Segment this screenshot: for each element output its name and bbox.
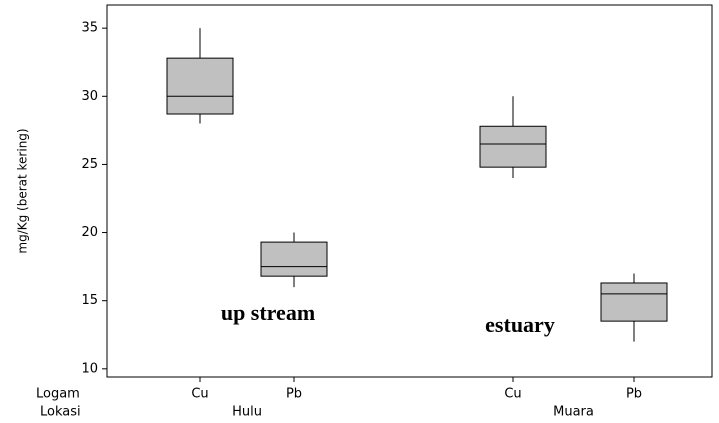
y-axis-label: mg/Kg (berat kering) [16, 128, 30, 253]
row-label: Lokasi [40, 405, 81, 420]
box [479, 125, 547, 168]
plot-frame [106, 4, 713, 378]
y-tick-label: 35 [81, 21, 98, 36]
x-tick-label: Cu [504, 387, 521, 402]
y-tick-label: 30 [81, 89, 98, 104]
box [260, 241, 328, 277]
x-tick-label: Pb [286, 387, 302, 402]
annotation: estuary [485, 312, 555, 337]
row-label: Logam [36, 387, 80, 402]
box [600, 282, 668, 322]
x-tick-label: Cu [191, 387, 208, 402]
y-tick-label: 10 [81, 361, 98, 376]
group-label: Hulu [232, 405, 262, 420]
y-tick-label: 15 [81, 293, 98, 308]
y-tick-label: 25 [81, 157, 98, 172]
x-tick-label: Pb [626, 387, 642, 402]
annotation: up stream [221, 300, 315, 325]
group-label: Muara [553, 405, 594, 420]
box [166, 57, 234, 115]
y-tick-label: 20 [81, 225, 98, 240]
